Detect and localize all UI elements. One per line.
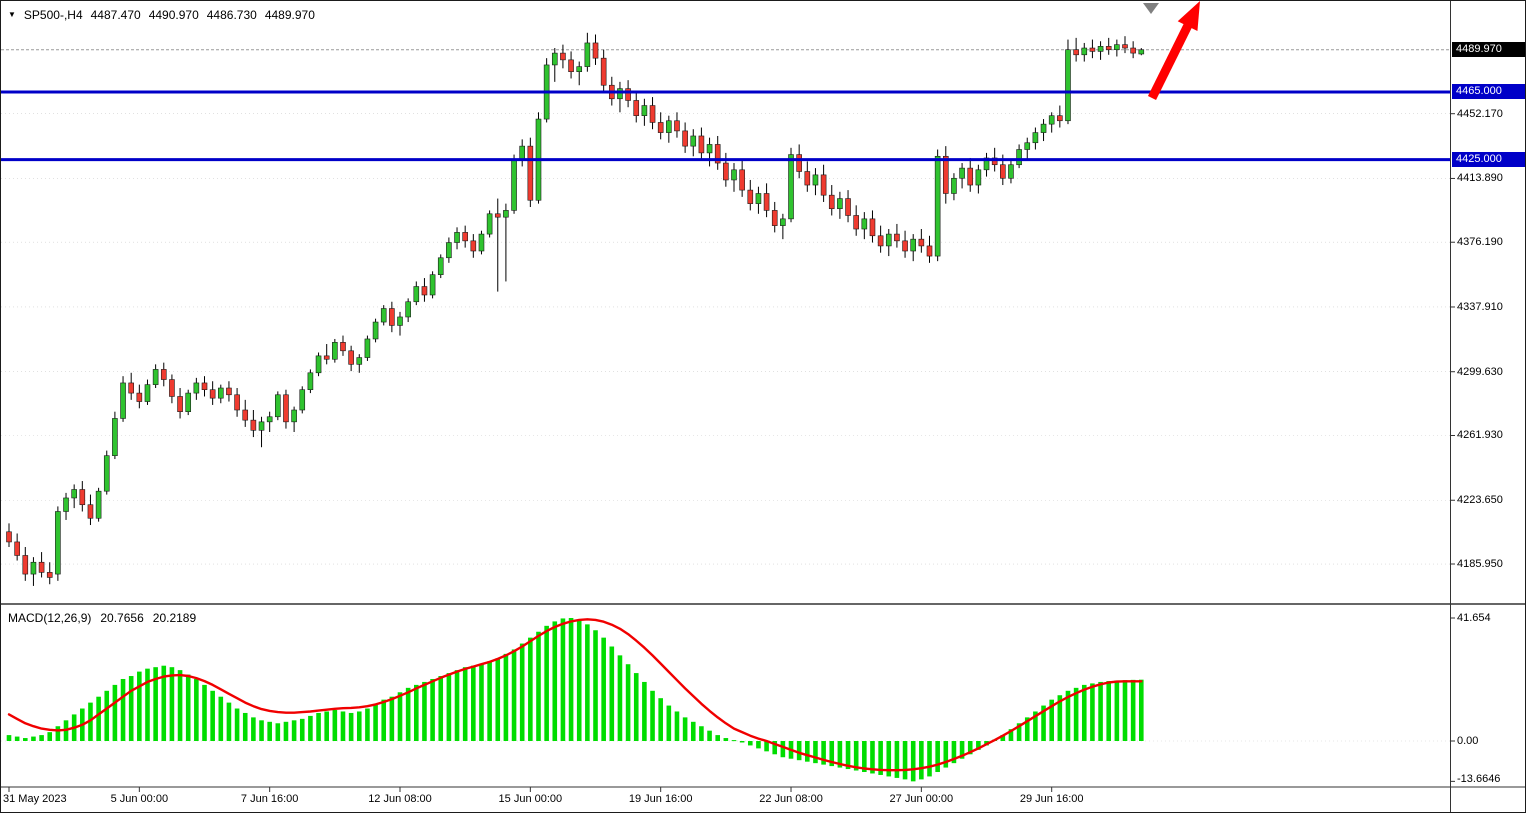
support-resistance-lines[interactable] [1,90,1450,162]
price-tick-label: 4413.890 [1457,172,1503,185]
trend-arrow[interactable] [1147,1,1200,100]
date-tick-label: 31 May 2023 [3,793,67,805]
price-tick-label: 4261.930 [1457,429,1503,442]
level-price-tag: 4465.000 [1452,84,1525,99]
price-tick-label: 4299.630 [1457,365,1503,378]
macd-signal-value: 20.2189 [152,611,197,625]
quote-high: 4490.970 [148,8,199,22]
date-tick-label: 27 Jun 00:00 [889,793,954,805]
macd-signal-line [7,618,1143,772]
macd-value: 20.7656 [100,611,144,625]
date-tick-label: 22 Jun 08:00 [759,793,823,805]
level-price-tag: 4425.000 [1452,151,1525,167]
price-tick-label: 4376.190 [1457,236,1503,249]
price-tick-label: 4185.950 [1457,558,1503,570]
symbol-period-label: SP500-,H4 [23,8,83,22]
quote-bar: ▼ SP500-,H4 4487.470 4490.970 4486.730 4… [8,8,315,22]
quote-open: 4487.470 [90,8,141,22]
date-tick-label: 15 Jun 00:00 [498,793,563,805]
time-marker-icon [1143,3,1159,14]
date-tick-label: 5 Jun 00:00 [110,793,169,805]
quote-low: 4486.730 [206,8,257,22]
quote-close: 4489.970 [264,8,315,22]
macd-tick-label: -13.6646 [1457,773,1501,785]
macd-name: MACD(12,26,9) [8,611,92,625]
macd-histogram [6,617,1144,782]
date-tick-label: 19 Jun 16:00 [628,793,693,805]
current-price-tag: 4489.970 [1452,41,1525,57]
price-axis: 4452.170 4413.890 4376.190 4337.910 4299.630… [1452,1,1525,812]
date-tick-label: 7 Jun 16:00 [240,793,299,805]
symbol-dropdown-icon[interactable]: ▼ [8,10,16,19]
macd-indicator-label: MACD(12,26,9) 20.7656 20.2189 [8,611,196,625]
date-tick-label: 12 Jun 08:00 [368,793,432,805]
price-tick-label: 4223.650 [1457,494,1503,507]
candles-layer[interactable] [6,32,1145,586]
macd-tick-label: 0.00 [1457,735,1479,747]
price-tick-label: 4452.170 [1457,107,1503,120]
date-tick-label: 29 Jun 16:00 [1019,793,1084,805]
macd-tick-label: 41.654 [1457,611,1491,624]
price-tick-label: 4337.910 [1457,300,1503,313]
